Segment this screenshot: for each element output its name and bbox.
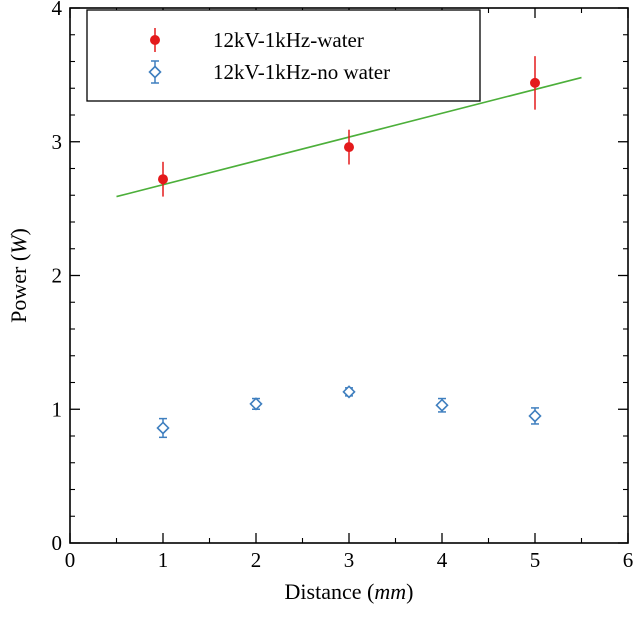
data-point-marker <box>530 77 540 88</box>
data-marks <box>156 56 542 439</box>
data-point-marker <box>528 409 542 423</box>
legend-marker <box>148 65 162 79</box>
y-axis-label-text: Power <box>6 266 31 323</box>
x-axis-label-close-paren: ) <box>406 579 413 604</box>
series-1 <box>158 56 540 197</box>
y-tick-label: 1 <box>52 397 63 421</box>
legend-label: 12kV-1kHz-water <box>213 28 364 52</box>
x-axis-label-open-paren: ( <box>362 579 375 604</box>
y-tick-label: 3 <box>52 130 63 154</box>
y-tick-label: 2 <box>52 264 63 288</box>
legend-box <box>86 9 481 102</box>
y-axis-label-close-paren: ) <box>6 228 31 235</box>
legend-label: 12kV-1kHz-no water <box>213 60 390 84</box>
x-tick-label: 4 <box>437 548 448 572</box>
x-axis-label-text: Distance <box>285 579 362 604</box>
y-tick-label: 4 <box>52 0 63 20</box>
x-tick-label: 1 <box>158 548 169 572</box>
x-tick-label: 2 <box>251 548 262 572</box>
x-axis-label: Distance (mm) <box>285 579 414 604</box>
legend-marker <box>150 35 160 45</box>
data-point-marker <box>156 421 170 435</box>
x-axis-unit: mm <box>374 579 406 604</box>
x-tick-label: 3 <box>344 548 355 572</box>
data-point-marker <box>435 398 449 412</box>
y-tick-label: 0 <box>52 531 63 555</box>
data-point-marker <box>158 174 168 185</box>
series-2 <box>156 385 542 439</box>
x-tick-label: 5 <box>530 548 541 572</box>
y-axis-label: Power (W) <box>6 228 31 323</box>
data-point-marker <box>342 385 356 399</box>
x-tick-label: 6 <box>623 548 634 572</box>
data-point-marker <box>344 142 354 153</box>
legend: 12kV-1kHz-water 12kV-1kHz-no water <box>86 9 481 102</box>
y-axis-unit: W <box>6 234 31 254</box>
data-point-marker <box>249 397 263 411</box>
y-axis-label-open-paren: ( <box>6 254 31 267</box>
x-tick-label: 0 <box>65 548 76 572</box>
